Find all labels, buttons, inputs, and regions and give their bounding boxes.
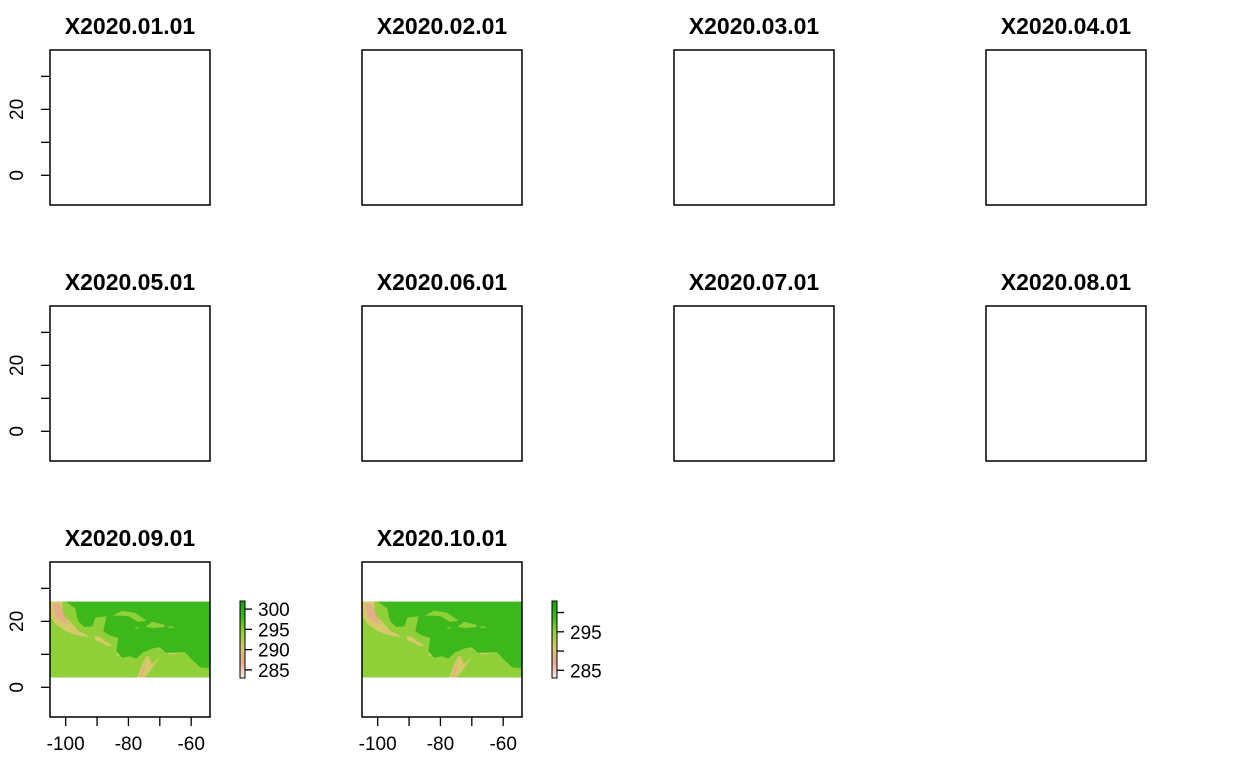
plot-frame bbox=[49, 561, 211, 718]
legend-tick-label: 295 bbox=[570, 623, 602, 644]
panel-title: X2020.08.01 bbox=[1001, 269, 1132, 295]
plot-frame bbox=[361, 305, 523, 462]
legend-tick-label: 285 bbox=[258, 661, 290, 682]
raster-layer bbox=[50, 601, 210, 678]
legend-tick-label: 290 bbox=[258, 641, 290, 662]
raster-peak bbox=[53, 603, 69, 624]
raster-land-jam bbox=[133, 626, 140, 629]
y-tick-label: 20 bbox=[7, 99, 28, 120]
y-tick-label: 0 bbox=[7, 682, 28, 693]
panel-title: X2020.03.01 bbox=[689, 13, 820, 39]
y-tick-label: 0 bbox=[7, 426, 28, 437]
raster-land-pr bbox=[168, 626, 174, 628]
y-tick-label: 20 bbox=[7, 355, 28, 376]
plot-frame bbox=[673, 49, 835, 206]
plot-frame bbox=[361, 49, 523, 206]
y-tick-label: 20 bbox=[7, 611, 28, 632]
legend-tick-label: 295 bbox=[258, 620, 290, 641]
raster-highland bbox=[115, 652, 121, 658]
plot-frame bbox=[985, 49, 1147, 206]
panel-title: X2020.02.01 bbox=[377, 13, 508, 39]
plot-frame bbox=[985, 305, 1147, 462]
raster-peak bbox=[451, 660, 458, 678]
raster-peak bbox=[139, 660, 146, 678]
raster-land-mexico bbox=[50, 601, 210, 678]
raster-highland bbox=[167, 653, 178, 655]
legend-colorbar bbox=[239, 600, 246, 679]
panel-title: X2020.06.01 bbox=[377, 269, 508, 295]
panel-title: X2020.07.01 bbox=[689, 269, 820, 295]
y-tick-label: 0 bbox=[7, 170, 28, 181]
panel-title: X2020.10.01 bbox=[377, 525, 508, 551]
panel-title: X2020.04.01 bbox=[1001, 13, 1132, 39]
x-tick-label: -100 bbox=[359, 734, 397, 755]
panel-title: X2020.05.01 bbox=[65, 269, 196, 295]
panel-title: X2020.01.01 bbox=[65, 13, 196, 39]
raster-land-mexico bbox=[362, 601, 522, 678]
raster-land-jam bbox=[445, 626, 452, 629]
x-tick-label: -80 bbox=[115, 734, 142, 755]
x-tick-label: -60 bbox=[489, 734, 516, 755]
raster-land-pr bbox=[480, 626, 486, 628]
plot-frame bbox=[673, 305, 835, 462]
plot-frame bbox=[49, 305, 211, 462]
raster-highland bbox=[479, 653, 490, 655]
legend-tick-label: 285 bbox=[570, 661, 602, 682]
raster-land-hisp bbox=[146, 621, 165, 628]
plot-frame bbox=[361, 561, 523, 718]
x-tick-label: -60 bbox=[177, 734, 204, 755]
raster-land-hisp bbox=[458, 621, 477, 628]
legend-colorbar bbox=[551, 600, 558, 679]
panel-title: X2020.09.01 bbox=[65, 525, 196, 551]
legend-tick-label: 300 bbox=[258, 600, 290, 621]
plot-frame bbox=[49, 49, 211, 206]
raster-peak bbox=[365, 603, 381, 624]
raster-highland bbox=[427, 652, 433, 658]
x-tick-label: -80 bbox=[427, 734, 454, 755]
raster-highland bbox=[406, 635, 425, 647]
raster-layer bbox=[362, 601, 522, 678]
raster-land-cuba bbox=[112, 610, 147, 622]
raster-land-cuba bbox=[424, 610, 459, 622]
x-tick-label: -100 bbox=[47, 734, 85, 755]
raster-highland bbox=[94, 635, 113, 647]
